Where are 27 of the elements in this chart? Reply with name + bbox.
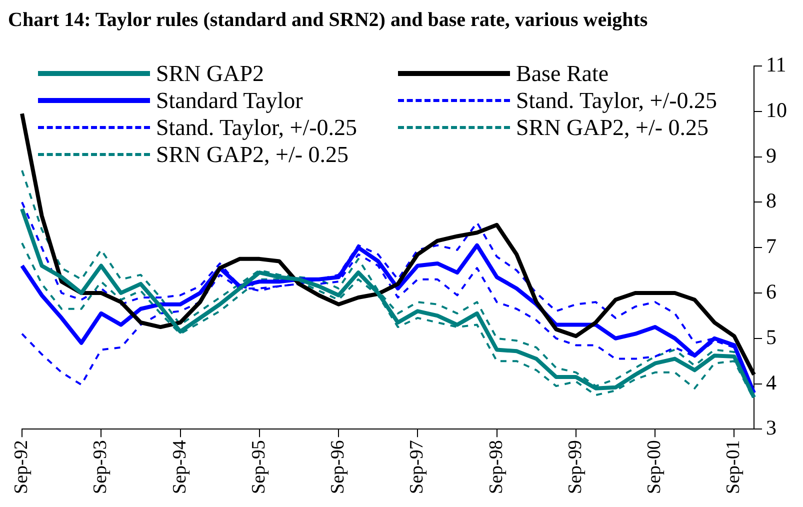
y-tick-label: 4 bbox=[766, 370, 777, 394]
legend-label: SRN GAP2 bbox=[156, 60, 264, 86]
y-tick-label: 6 bbox=[766, 280, 776, 304]
x-tick-label: Sep-00 bbox=[644, 440, 666, 494]
x-tick-label: Sep-99 bbox=[564, 440, 586, 494]
chart-title: Chart 14: Taylor rules (standard and SRN2) and base rate, various weights bbox=[8, 8, 649, 32]
x-tick-label: Sep-01 bbox=[723, 440, 744, 494]
x-tick-label: Sep-98 bbox=[486, 440, 507, 494]
legend-label: Stand. Taylor, +/-0.25 bbox=[516, 88, 718, 114]
y-tick-label: 10 bbox=[766, 98, 787, 122]
legend-label: Standard Taylor bbox=[156, 88, 303, 114]
legend-label: Stand. Taylor, +/-0.25 bbox=[156, 114, 358, 140]
x-tick-label: Sep-92 bbox=[10, 440, 32, 494]
y-tick-label: 7 bbox=[766, 234, 776, 258]
y-tick-label: 3 bbox=[766, 416, 776, 440]
y-tick-label: 11 bbox=[766, 52, 786, 77]
x-tick-label: Sep-96 bbox=[328, 440, 349, 494]
legend-label: Base Rate bbox=[516, 60, 609, 86]
x-tick-label: Sep-93 bbox=[90, 440, 112, 494]
x-tick-label: Sep-97 bbox=[406, 440, 428, 494]
y-tick-label: 8 bbox=[766, 188, 776, 213]
legend-label: SRN GAP2, +/- 0.25 bbox=[516, 114, 709, 140]
legend-label: SRN GAP2, +/- 0.25 bbox=[156, 142, 349, 168]
y-tick-label: 9 bbox=[766, 143, 776, 168]
y-tick-label: 5 bbox=[766, 324, 776, 349]
x-tick-label: Sep-95 bbox=[248, 440, 270, 494]
x-tick-label: Sep-94 bbox=[169, 440, 190, 494]
